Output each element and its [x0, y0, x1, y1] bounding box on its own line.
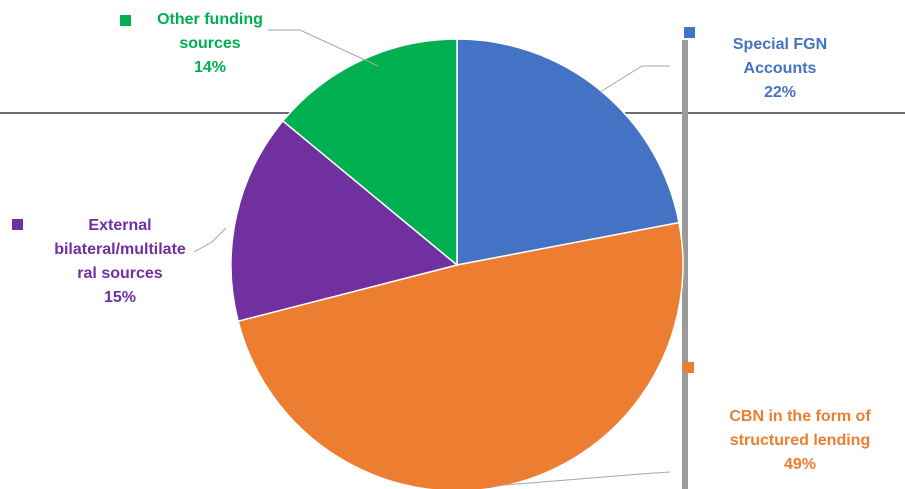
label-line: Other funding	[157, 11, 263, 28]
leader-lines	[193, 29, 671, 487]
legend-marker-cbn	[683, 362, 694, 373]
label-line: External	[88, 217, 152, 234]
pie-slice-cbn-in-the-form-of-structured-lending	[237, 221, 684, 489]
legend-marker-ext	[12, 219, 23, 230]
label-line: CBN in the form of	[729, 408, 871, 425]
data-label-fgn: Special FGN Accounts 22%	[700, 33, 860, 105]
label-line: structured lending	[729, 432, 871, 449]
pie-slice-other-funding-sources	[281, 38, 458, 267]
label-line: Accounts	[743, 60, 817, 77]
data-label-ext: External bilateral/multilate ral sources…	[20, 214, 220, 310]
label-percent: 22%	[763, 84, 797, 101]
data-label-cbn: CBN in the form of structured lending 49…	[710, 405, 890, 477]
label-percent: 14%	[193, 59, 227, 76]
legend-marker-other	[120, 15, 131, 26]
legend-marker-fgn	[684, 27, 695, 38]
leader-line-fgn	[599, 65, 670, 93]
label-line: bilateral/multilate	[54, 241, 186, 258]
label-percent: 15%	[103, 289, 137, 306]
leader-line-ext	[193, 227, 227, 253]
pie-slice-external-bilateral-multilateral-sources	[230, 119, 459, 323]
label-line: ral sources	[77, 265, 163, 282]
label-line: Special FGN	[732, 36, 828, 53]
label-line: sources	[179, 35, 241, 52]
leader-line-cbn	[491, 471, 671, 487]
data-label-other: Other funding sources 14%	[130, 8, 290, 80]
pie-slices	[230, 38, 684, 489]
label-percent: 49%	[783, 456, 817, 473]
leader-line-other	[268, 29, 379, 67]
